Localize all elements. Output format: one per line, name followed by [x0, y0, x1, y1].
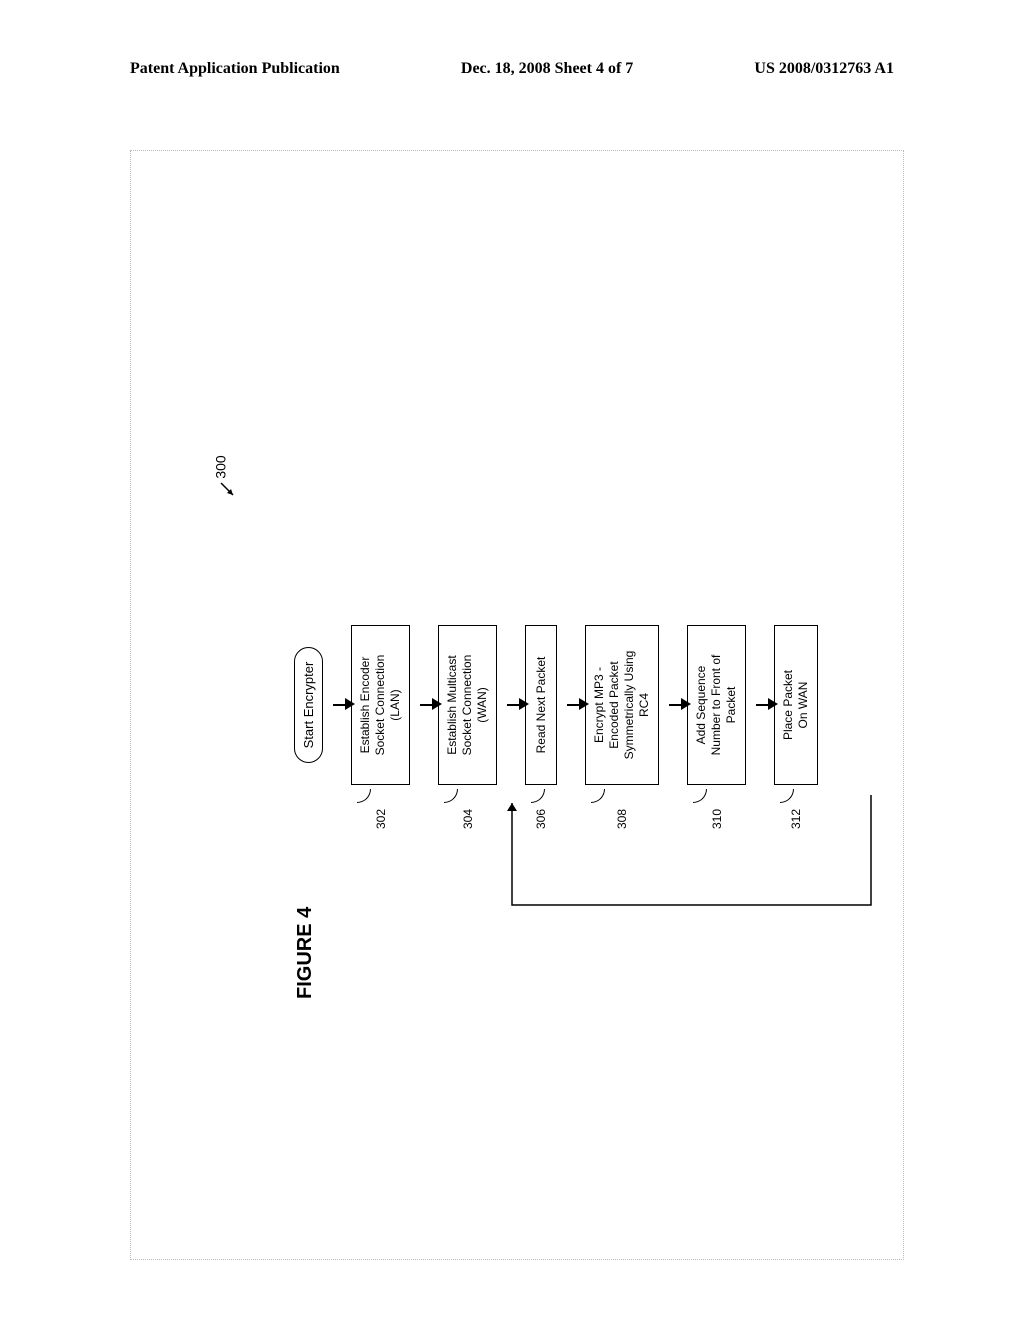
ref-arrow-icon: [219, 481, 237, 499]
flowchart: Start Encrypter 302 Establish Encoder So…: [294, 615, 818, 795]
header-center: Dec. 18, 2008 Sheet 4 of 7: [461, 60, 633, 78]
step-306: Read Next Packet: [525, 625, 557, 785]
step-304: Establish Multicast Socket Connection (W…: [438, 625, 497, 785]
ref-curve-icon: [444, 789, 458, 803]
step-310: Add Sequence Number to Front of Packet: [687, 625, 746, 785]
header-left: Patent Application Publication: [130, 60, 340, 78]
loopback-line-icon: [509, 785, 889, 915]
step-302-text: Establish Encoder Socket Connection (LAN…: [358, 655, 403, 756]
figure-label: FIGURE 4: [294, 907, 317, 999]
step-302: Establish Encoder Socket Connection (LAN…: [351, 625, 410, 785]
page-header: Patent Application Publication Dec. 18, …: [130, 60, 894, 78]
step-312: Place Packet On WAN: [774, 625, 818, 785]
step-312-text: Place Packet On WAN: [781, 670, 811, 740]
diagram-frame: 300 Start Encrypter 302 Establish Encode…: [130, 150, 904, 1260]
ref-curve-icon: [357, 789, 371, 803]
step-302-wrapper: 302 Establish Encoder Socket Connection …: [351, 625, 410, 785]
step-310-wrapper: 310 Add Sequence Number to Front of Pack…: [687, 625, 746, 785]
step-308-wrapper: 308 Encrypt MP3 - Encoded Packet Symmetr…: [585, 625, 659, 785]
start-node: Start Encrypter: [294, 647, 323, 764]
step-312-wrapper: 312 Place Packet On WAN: [774, 625, 818, 785]
ref-302: 302: [373, 809, 387, 829]
ref-304: 304: [460, 809, 474, 829]
step-306-wrapper: 306 Read Next Packet: [525, 625, 557, 785]
diagram-ref-number: 300: [213, 455, 229, 478]
step-304-wrapper: 304 Establish Multicast Socket Connectio…: [438, 625, 497, 785]
start-label: Start Encrypter: [301, 662, 316, 749]
step-306-text: Read Next Packet: [533, 657, 548, 754]
header-right: US 2008/0312763 A1: [754, 60, 894, 78]
step-308: Encrypt MP3 - Encoded Packet Symmetrical…: [585, 625, 659, 785]
step-304-text: Establish Multicast Socket Connection (W…: [445, 655, 490, 756]
step-310-text: Add Sequence Number to Front of Packet: [694, 655, 739, 756]
step-308-text: Encrypt MP3 - Encoded Packet Symmetrical…: [592, 651, 652, 760]
